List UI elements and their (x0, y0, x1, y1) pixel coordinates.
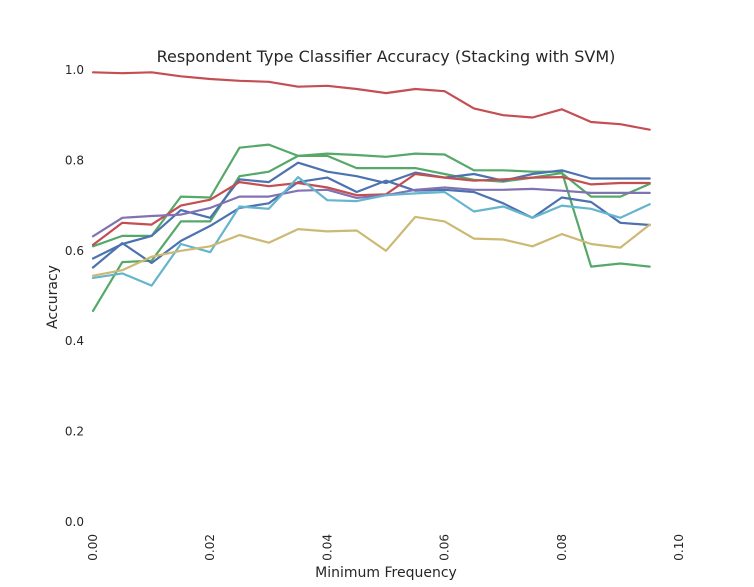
x-axis-label: Minimum Frequency (315, 565, 457, 581)
series-line-6 (91, 172, 651, 246)
y-tick-label: 0.6 (65, 244, 84, 258)
y-tick-label: 0.2 (65, 425, 84, 439)
y-tick-label: 0.8 (65, 153, 84, 167)
x-tick-label: 0.00 (86, 534, 100, 561)
x-tick-label: 0.06 (438, 534, 452, 561)
series-line-9 (91, 215, 651, 277)
series-line-8 (91, 176, 651, 287)
series-line-4 (91, 161, 651, 260)
x-tick-label: 0.08 (555, 534, 569, 561)
series-line-5 (91, 176, 651, 269)
y-tick-label: 0.4 (65, 334, 84, 348)
x-tick-label: 0.02 (203, 534, 217, 561)
x-tick-labels: 0.00 0.02 0.04 0.06 0.08 0.10 (86, 534, 686, 561)
y-tick-labels: 0.0 0.2 0.4 0.6 0.8 1.0 (65, 63, 84, 529)
y-tick-label: 0.0 (65, 515, 84, 529)
series-line-7 (91, 186, 651, 238)
series-line-1 (91, 71, 651, 131)
x-tick-label: 0.10 (672, 534, 686, 561)
x-tick-label: 0.04 (320, 534, 334, 561)
series-lines (91, 71, 651, 312)
series-line-2 (91, 143, 651, 248)
chart-title: Respondent Type Classifier Accuracy (Sta… (157, 47, 616, 66)
y-axis-label: Accuracy (45, 265, 61, 329)
y-tick-label: 1.0 (65, 63, 84, 77)
